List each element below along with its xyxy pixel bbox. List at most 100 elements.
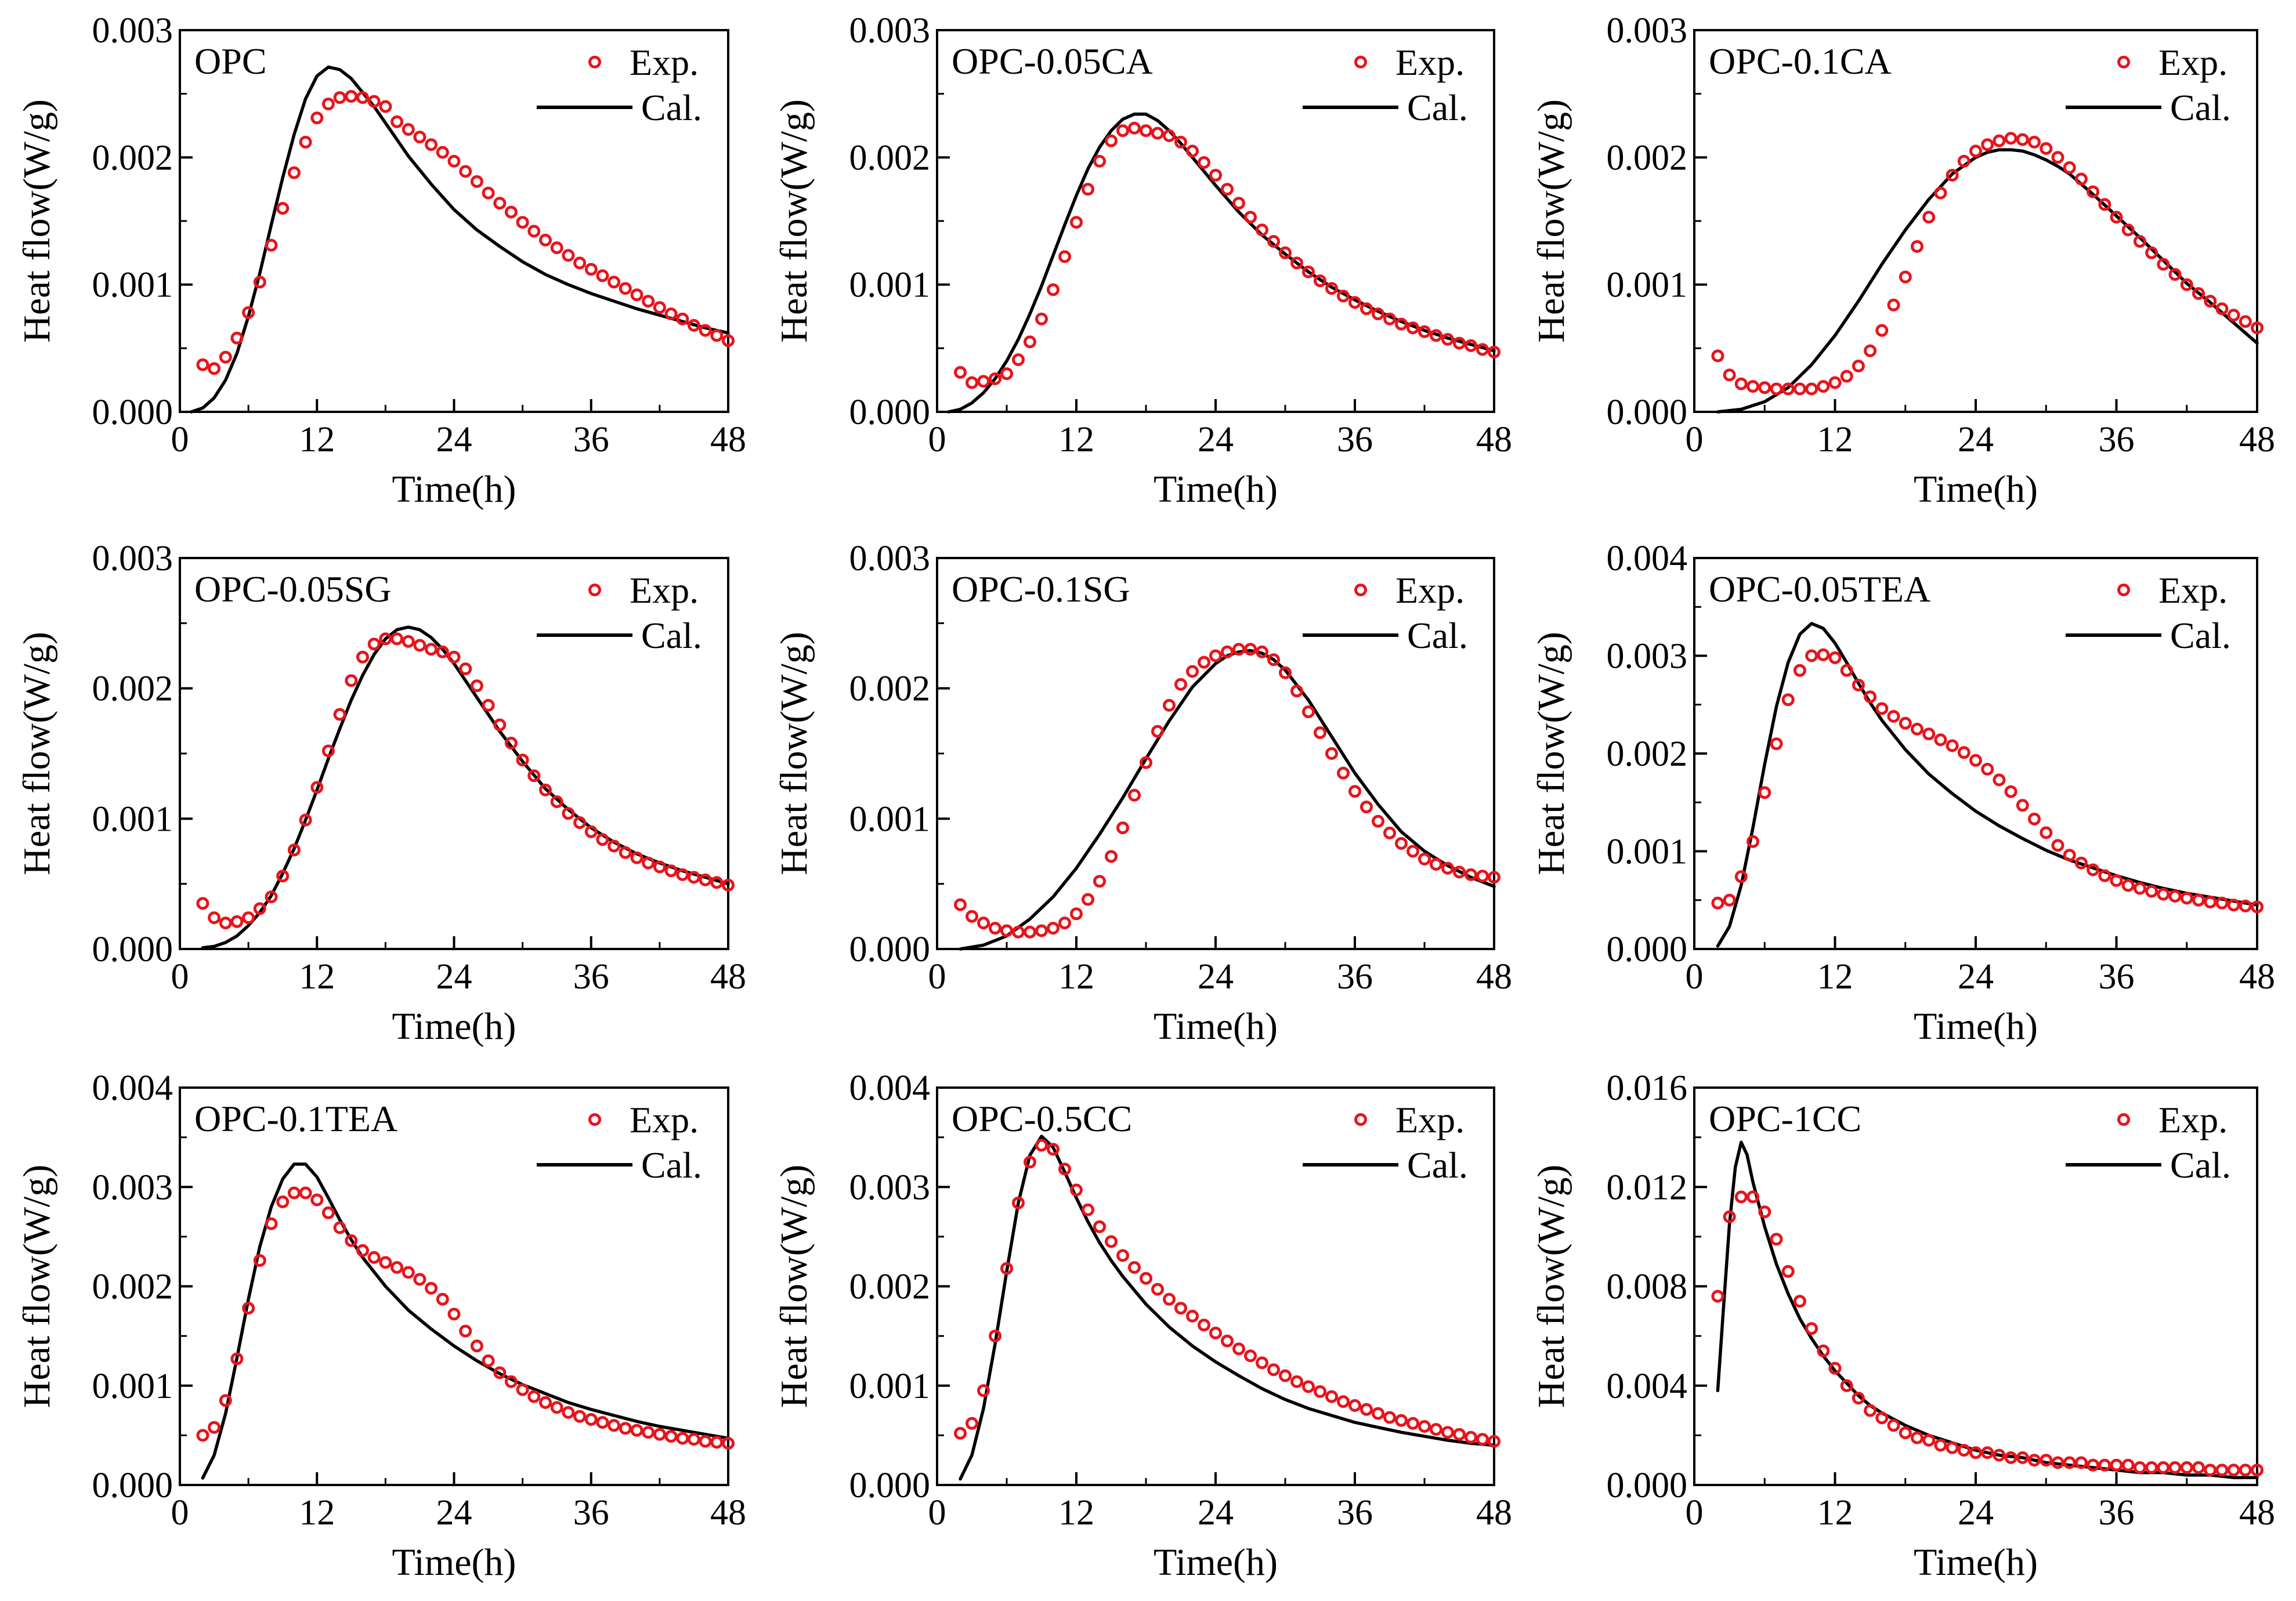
data-point-exp <box>516 1383 529 1396</box>
series-line-cal <box>189 65 730 414</box>
data-point-exp <box>2180 1461 2193 1474</box>
data-point-exp <box>1747 380 1759 393</box>
legend-label-cal: Cal. <box>2170 87 2231 128</box>
chart-panel: 0 12 24 36 48 0.000 0.001 0.002 0.003 Time(h) Heat… <box>1530 11 2275 510</box>
data-point-exp <box>1922 727 1936 741</box>
data-point-exp <box>584 825 598 838</box>
y-tick-label: 0.003 <box>92 539 173 578</box>
x-tick-label: 0 <box>928 957 946 997</box>
data-point-exp <box>470 175 483 188</box>
x-tick-label: 48 <box>710 420 746 459</box>
data-point-exp <box>687 1433 700 1446</box>
data-point-exp <box>1232 643 1245 656</box>
data-point-exp <box>1302 1380 1315 1393</box>
data-point-exp <box>2227 899 2240 912</box>
x-tick-label: 48 <box>710 1493 746 1533</box>
data-point-exp <box>1151 1283 1164 1296</box>
y-tick-label: 0.002 <box>849 1267 931 1307</box>
y-tick-label: 0.001 <box>92 799 173 839</box>
series-line-cal <box>959 649 1496 951</box>
data-point-exp <box>1747 835 1759 848</box>
data-point-exp <box>1186 1309 1199 1323</box>
x-tick-label: 0 <box>171 957 189 997</box>
data-point-exp <box>1000 924 1013 937</box>
data-point-exp <box>482 186 495 200</box>
data-point-exp <box>1817 380 1830 393</box>
x-tick-label: 0 <box>1686 1493 1704 1533</box>
data-point-exp <box>1244 211 1257 224</box>
data-point-exp <box>1747 1190 1759 1204</box>
y-tick-label: 0.001 <box>849 799 931 839</box>
chart-panel: 0 12 24 36 48 0.000 0.001 0.002 0.003 0.004 Time(h… <box>1530 539 2275 1048</box>
data-point-exp <box>1781 693 1795 707</box>
x-tick-label: 0 <box>171 420 189 459</box>
data-point-exp <box>310 781 324 794</box>
data-point-exp <box>333 1221 346 1234</box>
data-point-exp <box>2121 879 2135 892</box>
data-point-exp <box>1887 710 1900 723</box>
y-tick-label: 0.002 <box>92 138 173 178</box>
y-axis-title: Heat flow(W/g) <box>16 632 58 875</box>
data-point-exp <box>584 1413 598 1426</box>
data-point-exp <box>2051 151 2064 164</box>
data-point-exp <box>1047 922 1060 935</box>
series-line-cal <box>1716 148 2259 414</box>
legend-label-cal: Cal. <box>641 1144 702 1186</box>
data-point-exp <box>1723 1210 1736 1223</box>
data-point-exp <box>1395 1414 1408 1427</box>
legend-label-exp: Exp. <box>2158 1099 2228 1140</box>
data-point-exp <box>299 813 312 827</box>
data-point-exp <box>459 1324 472 1338</box>
data-point-exp <box>1476 870 1489 883</box>
data-point-exp <box>1817 1344 1830 1357</box>
x-tick-label: 12 <box>299 420 335 459</box>
x-tick-label: 12 <box>1058 420 1094 459</box>
data-point-exp <box>1360 800 1373 814</box>
data-point-exp <box>1221 1334 1234 1348</box>
data-point-exp <box>1093 875 1106 888</box>
data-point-exp <box>276 202 290 215</box>
data-point-exp <box>1934 186 1947 200</box>
x-tick-label: 24 <box>436 420 472 459</box>
x-tick-label: 24 <box>1958 420 1994 459</box>
data-point-exp <box>664 307 678 321</box>
data-point-exp <box>1887 298 1900 311</box>
legend-label-exp: Exp. <box>630 1099 699 1140</box>
data-point-exp <box>2016 1451 2029 1464</box>
data-point-exp <box>954 366 967 379</box>
data-point-exp <box>516 754 529 767</box>
series-line-cal <box>1716 622 2259 948</box>
data-point-exp <box>1711 896 1724 910</box>
data-point-exp <box>1946 739 1959 752</box>
data-point-exp <box>425 643 438 656</box>
data-point-exp <box>2087 1458 2100 1472</box>
data-point-exp <box>527 224 541 238</box>
legend-label-exp: Exp. <box>630 42 699 83</box>
data-point-exp <box>345 90 358 103</box>
y-tick-label: 0.016 <box>1607 1068 1688 1108</box>
data-point-exp <box>1058 250 1071 263</box>
chart-panel: 0 12 24 36 48 0.000 0.001 0.002 0.003 0.004 Time(h… <box>16 1068 746 1584</box>
data-point-exp <box>1302 265 1315 278</box>
data-point-exp <box>954 1426 967 1440</box>
data-point-exp <box>1770 737 1783 751</box>
legend-label-cal: Cal. <box>2170 1144 2231 1186</box>
x-tick-label: 12 <box>299 1493 335 1533</box>
data-point-exp <box>2110 874 2123 887</box>
y-axis-title: Heat flow(W/g) <box>773 632 815 875</box>
y-tick-label: 0.001 <box>849 1367 931 1406</box>
data-point-exp <box>390 1261 404 1274</box>
data-point-exp <box>1430 1423 1442 1436</box>
data-point-exp <box>539 783 552 796</box>
data-point-exp <box>1024 925 1036 939</box>
data-point-exp <box>722 1437 735 1450</box>
legend-marker-exp <box>1354 56 1367 68</box>
data-point-exp <box>1105 850 1118 863</box>
data-point-exp <box>333 708 346 721</box>
data-point-exp <box>1817 648 1830 661</box>
data-point-exp <box>219 917 232 930</box>
data-point-exp <box>619 846 632 859</box>
x-tick-label: 24 <box>1958 1493 1994 1533</box>
chart-panel: 0 12 24 36 48 0.000 0.001 0.002 0.003 0.004 Time(h… <box>773 1068 1512 1584</box>
data-point-exp <box>1430 329 1442 342</box>
